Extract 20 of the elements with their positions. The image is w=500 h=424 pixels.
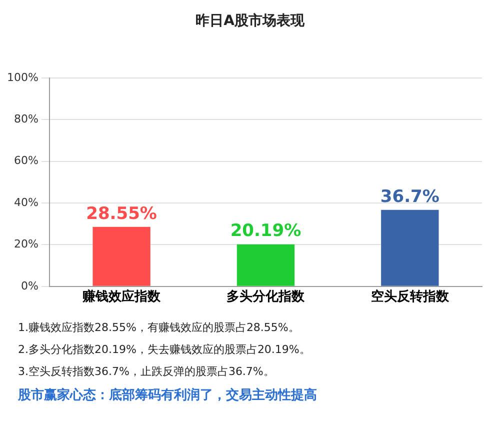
data-label: 36.7%	[380, 186, 440, 207]
data-label: 20.19%	[230, 221, 302, 242]
y-tick-label: 0%	[20, 279, 38, 292]
y-tick-label: 60%	[14, 154, 38, 168]
y-tick-label: 20%	[14, 238, 38, 251]
y-tick-label: 40%	[14, 196, 38, 209]
bar	[381, 210, 439, 286]
chart-title: 昨日A股市场表现	[194, 12, 306, 30]
x-tick-label: 赚钱效应指数	[82, 288, 162, 305]
bar	[92, 226, 150, 286]
text: 2.多头分化指数20.19%，失去赚钱效应的股票占20.19%。	[18, 342, 312, 357]
x-tick-label: 多头分化指数	[226, 290, 306, 305]
data-label: 28.55%	[86, 204, 157, 224]
y-tick-label: 100%	[6, 70, 38, 84]
x-tick-label: 空头反转指数	[370, 288, 450, 305]
text: 股市赢家心态：底部筹码有利润了，交易主动性提高	[18, 386, 318, 404]
text: 1.赚钱效应指数28.55%，有赚钱效应的股票占28.55%。	[18, 320, 300, 335]
y-tick-label: 80%	[14, 112, 38, 126]
bar	[236, 244, 295, 286]
text: 3.空头反转指数36.7%，止跌反弹的股票占36.7%。	[18, 364, 276, 379]
